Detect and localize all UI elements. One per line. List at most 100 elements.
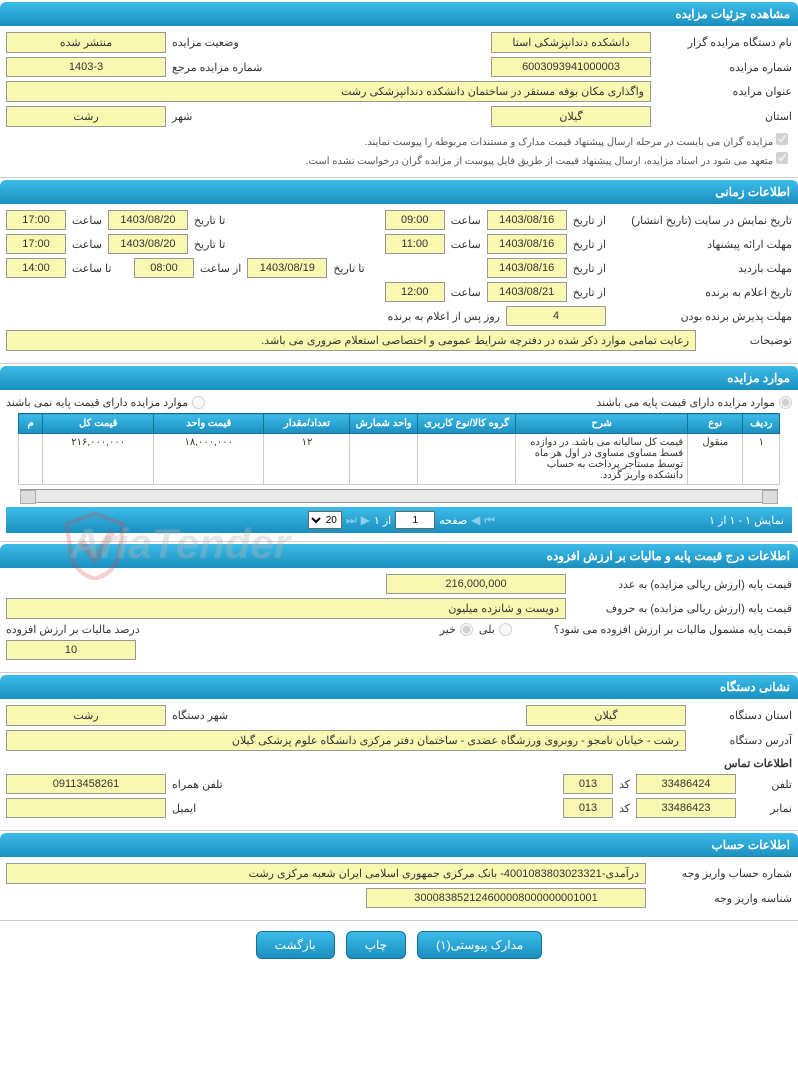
to-hour-label: تا ساعت bbox=[72, 262, 111, 275]
fax-value: 33486423 bbox=[636, 798, 736, 818]
note1: مزایده گران می بایست در مرحله ارسال پیشن… bbox=[365, 137, 774, 148]
hour-label-1: ساعت bbox=[451, 214, 481, 227]
th-m: م bbox=[18, 414, 43, 434]
vat-yes-label: بلی bbox=[479, 623, 495, 636]
pager-size-select[interactable]: 20 bbox=[308, 511, 342, 529]
tel-code-label: کد bbox=[619, 778, 630, 791]
accept-days: 4 bbox=[506, 306, 606, 326]
button-row: مدارک پیوستی(۱) چاپ بازگشت bbox=[0, 921, 798, 969]
cell-total: ۲۱۶,۰۰۰,۰۰۰ bbox=[43, 434, 154, 485]
ref-label: شماره مزایده مرجع bbox=[172, 61, 262, 74]
pager-next-icon[interactable]: ▶ bbox=[361, 513, 370, 527]
vat-yes[interactable]: بلی bbox=[479, 623, 512, 636]
baseprice-text-label: قیمت پایه (ارزش ریالی مزایده) به حروف bbox=[572, 602, 792, 615]
proposal-to-time: 17:00 bbox=[6, 234, 66, 254]
status-label: وضعیت مزایده bbox=[172, 36, 239, 49]
from-label-3: از تاریخ bbox=[573, 262, 606, 275]
note1-checkbox bbox=[776, 133, 788, 145]
pager-prev-icon[interactable]: ◀ bbox=[471, 513, 480, 527]
addr-province-label: استان دستگاه bbox=[692, 709, 792, 722]
province-label: استان bbox=[657, 110, 792, 123]
visit-from-date: 1403/08/16 bbox=[487, 258, 567, 278]
vat-no[interactable]: خیر bbox=[440, 623, 473, 636]
accid-value: 300083852124600008000000001001 bbox=[366, 888, 646, 908]
ref-value: 1403-3 bbox=[6, 57, 166, 77]
table-scrollbar[interactable] bbox=[20, 489, 778, 503]
section-header-items: موارد مزایده bbox=[0, 366, 798, 390]
section-header-address: نشانی دستگاه bbox=[0, 675, 798, 699]
baseprice-num-value: 216,000,000 bbox=[386, 574, 566, 594]
city-value: رشت bbox=[6, 106, 166, 127]
pager-bar: نمایش ۱ - ۱ از ۱ ⏮ ◀ صفحه از ۱ ▶ ⏭ 20 bbox=[6, 507, 792, 533]
pager-of: از ۱ bbox=[374, 514, 391, 527]
addr-city-label: شهر دستگاه bbox=[172, 709, 228, 722]
cell-group bbox=[417, 434, 515, 485]
baseprice-num-label: قیمت پایه (ارزش ریالی مزایده) به عدد bbox=[572, 578, 792, 591]
number-value: 6003093941000003 bbox=[491, 57, 651, 77]
note2: متعهد می شود در اسناد مزایده، ارسال پیشن… bbox=[306, 156, 773, 167]
cell-unit bbox=[350, 434, 418, 485]
cell-desc: قیمت کل سالیانه می باشد. در دوازده قسط م… bbox=[516, 434, 688, 485]
from-label-1: از تاریخ bbox=[573, 214, 606, 227]
status-value: منتشر شده bbox=[6, 32, 166, 53]
pager-last-icon[interactable]: ⏭ bbox=[346, 513, 357, 528]
section-body-time: تاریخ نمایش در سایت (تاریخ انتشار) از تا… bbox=[0, 204, 798, 364]
number-label: شماره مزایده bbox=[657, 61, 792, 74]
to-label-2: تا تاریخ bbox=[194, 238, 225, 251]
vat-question: قیمت پایه مشمول مالیات بر ارزش افزوده می… bbox=[554, 623, 792, 636]
to-label-3: تا تاریخ bbox=[333, 262, 364, 275]
acc-label: شماره حساب واریز وجه bbox=[652, 867, 792, 880]
radio-no-base[interactable]: موارد مزایده دارای قیمت پایه نمی باشند bbox=[6, 396, 205, 409]
subject-label: عنوان مزایده bbox=[657, 85, 792, 98]
visit-to-time: 14:00 bbox=[6, 258, 66, 278]
radio-has-base-label: موارد مزایده دارای قیمت پایه می باشند bbox=[596, 396, 775, 409]
fax-label: نمابر bbox=[742, 802, 792, 815]
proposal-to-date: 1403/08/20 bbox=[108, 234, 188, 254]
back-button[interactable]: بازگشت bbox=[256, 931, 335, 959]
visit-label: مهلت بازدید bbox=[612, 262, 792, 275]
cell-idx: ۱ bbox=[743, 434, 780, 485]
accept-label: مهلت پذیرش برنده بودن bbox=[612, 310, 792, 323]
th-qty: تعداد/مقدار bbox=[264, 414, 350, 434]
display-from-date: 1403/08/16 bbox=[487, 210, 567, 230]
winner-label: تاریخ اعلام به برنده bbox=[612, 286, 792, 299]
radio-has-base[interactable]: موارد مزایده دارای قیمت پایه می باشند bbox=[596, 396, 792, 409]
visit-from-time: 08:00 bbox=[134, 258, 194, 278]
note2-checkbox bbox=[776, 152, 788, 164]
addr-province: گیلان bbox=[526, 705, 686, 726]
hour-label-2: ساعت bbox=[72, 214, 102, 227]
attachments-button[interactable]: مدارک پیوستی(۱) bbox=[417, 931, 542, 959]
accept-suffix: روز پس از اعلام به برنده bbox=[388, 310, 500, 323]
th-unitprice: قیمت واحد bbox=[153, 414, 264, 434]
contact-title: اطلاعات تماس bbox=[724, 757, 792, 770]
display-to-time: 17:00 bbox=[6, 210, 66, 230]
city-label: شهر bbox=[172, 110, 192, 123]
from-label-2: از تاریخ bbox=[573, 238, 606, 251]
proposal-label: مهلت ارائه پیشنهاد bbox=[612, 238, 792, 251]
print-button[interactable]: چاپ bbox=[346, 931, 406, 959]
display-from-time: 09:00 bbox=[385, 210, 445, 230]
visit-to-date: 1403/08/19 bbox=[247, 258, 327, 278]
pager-page-input[interactable] bbox=[395, 511, 435, 529]
th-idx: ردیف bbox=[743, 414, 780, 434]
th-total: قیمت کل bbox=[43, 414, 154, 434]
subject-value: واگذاری مکان بوفه مستقر در ساختمان دانشک… bbox=[6, 81, 651, 102]
tel-code: 013 bbox=[563, 774, 613, 794]
th-group: گروه کالا/نوع کاربری bbox=[417, 414, 515, 434]
section-header-time: اطلاعات زمانی bbox=[0, 180, 798, 204]
proposal-from-date: 1403/08/16 bbox=[487, 234, 567, 254]
acc-value: درآمدی-4001083803023321- بانک مرکزی جمهو… bbox=[6, 863, 646, 884]
hour-label-3: ساعت bbox=[451, 238, 481, 251]
th-type: نوع bbox=[688, 414, 743, 434]
items-table: ردیف نوع شرح گروه کالا/نوع کاربری واحد ش… bbox=[18, 413, 780, 485]
section-body-account: شماره حساب واریز وجه درآمدی-400108380302… bbox=[0, 857, 798, 921]
table-row: ۱ منقول قیمت کل سالیانه می باشد. در دواز… bbox=[18, 434, 779, 485]
org-label: نام دستگاه مزایده گزار bbox=[657, 36, 792, 49]
email-value bbox=[6, 798, 166, 818]
pager-first-icon[interactable]: ⏮ bbox=[484, 513, 495, 528]
vat-no-label: خیر bbox=[440, 623, 456, 636]
org-value: دانشکده دندانپزشکی استا bbox=[491, 32, 651, 53]
addr-value: رشت - خیابان نامجو - روبروی ورزشگاه عضدی… bbox=[6, 730, 686, 751]
section-body-details: نام دستگاه مزایده گزار دانشکده دندانپزشک… bbox=[0, 26, 798, 178]
section-header-account: اطلاعات حساب bbox=[0, 833, 798, 857]
